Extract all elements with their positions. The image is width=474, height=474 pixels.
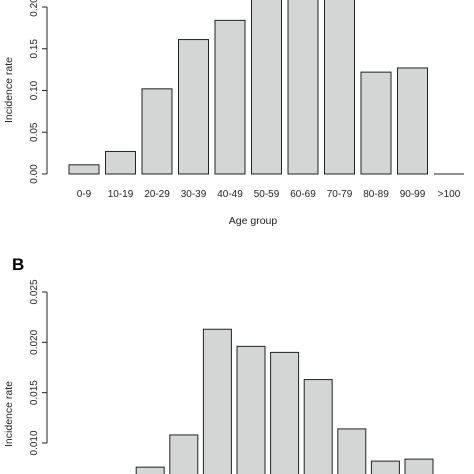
bar (141, 88, 173, 175)
bar (337, 428, 367, 474)
bar (68, 164, 100, 175)
bar (324, 0, 355, 175)
bar (236, 345, 266, 474)
bar (303, 379, 333, 474)
panel-label: B (12, 255, 24, 274)
bar (135, 466, 165, 474)
bar (214, 19, 246, 175)
y-tick-label: 0.025 (29, 279, 40, 304)
bar (287, 0, 319, 175)
x-tick-label: 30-39 (181, 189, 207, 200)
bar (169, 434, 199, 474)
bar (251, 0, 282, 175)
y-tick-label: 0.10 (29, 80, 40, 100)
bar (370, 460, 400, 474)
x-tick-label: 70-79 (327, 189, 353, 200)
y-tick-label: 0.00 (29, 164, 40, 184)
bar (178, 39, 209, 175)
x-tick-label: >100 (438, 189, 461, 200)
bar (270, 351, 300, 474)
bar (202, 328, 232, 474)
y-tick-label: 0.020 (29, 329, 40, 354)
x-tick-label: 0-9 (77, 189, 92, 200)
x-tick-label: 20-29 (144, 189, 170, 200)
y-axis-title: Incidence rate (3, 381, 15, 447)
x-tick-label: 60-69 (290, 189, 316, 200)
panel-a: 0.00 0.05 0.10 0.15 0.20 Incidence rate 0-9 10-… (3, 0, 464, 227)
y-tick-label: 0.010 (29, 430, 40, 455)
x-tick-label: 40-49 (217, 189, 243, 200)
y-tick-label: 0.015 (29, 380, 40, 405)
x-tick-label: 50-59 (254, 189, 280, 200)
x-tick-label: 10-19 (108, 189, 134, 200)
bar (105, 150, 136, 175)
y-tick-label: 0.15 (29, 39, 40, 59)
y-axis-title: Incidence rate (3, 57, 15, 123)
x-tick-label: 90-99 (400, 189, 426, 200)
x-axis-title: Age group (229, 215, 278, 227)
panel-b: B 0.010 0.015 0.020 0.025 Incidence rate (3, 255, 434, 474)
bar (397, 67, 428, 175)
y-tick-label: 0.20 (29, 0, 40, 17)
bar (404, 458, 434, 474)
bar (360, 71, 392, 175)
y-tick-label: 0.05 (29, 122, 40, 142)
x-tick-label: 80-89 (363, 189, 389, 200)
